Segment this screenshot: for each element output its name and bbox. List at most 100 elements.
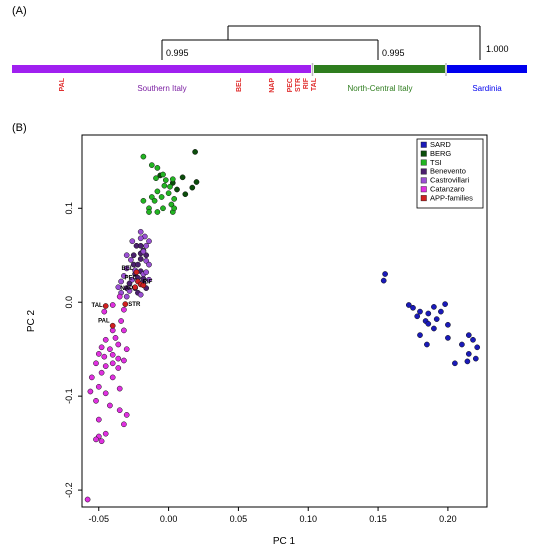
point-tsi xyxy=(160,205,166,212)
x-axis: -0.05 0.00 0.05 0.10 0.15 0.20 xyxy=(89,507,457,524)
band-label-north-central-italy: North-Central Italy xyxy=(348,84,413,93)
point-sard xyxy=(470,336,476,343)
point-tsi xyxy=(148,162,155,168)
point-tsi xyxy=(140,197,147,204)
point-catanzaro xyxy=(109,374,116,381)
band-label-sardinia: Sardinia xyxy=(472,84,502,93)
point-catanzaro xyxy=(109,302,116,308)
legend-swatch-castrovillari xyxy=(420,177,427,184)
family-label-pec: PEC xyxy=(287,78,294,92)
family-label-rif: RIF xyxy=(303,77,310,89)
point-tsi xyxy=(154,209,161,215)
point-catanzaro xyxy=(93,397,99,404)
point-tsi xyxy=(162,177,169,183)
family-label-tal: TAL xyxy=(311,77,318,91)
point-berg xyxy=(189,184,196,191)
legend-swatch-app-families xyxy=(420,195,427,202)
plot-frame xyxy=(81,134,488,508)
series-castrovillari xyxy=(115,228,152,300)
legend: SARDBERGTSIBeneventoCastrovillariCatanza… xyxy=(416,138,484,209)
point-tsi xyxy=(151,197,158,204)
family-label-pal: PAL xyxy=(59,77,66,91)
legend-swatch-benevento xyxy=(420,168,427,175)
point-catanzaro xyxy=(98,369,105,376)
point-sard xyxy=(433,316,440,322)
point-sard xyxy=(410,304,416,311)
point-sard xyxy=(431,304,437,310)
band-sardinia xyxy=(447,65,527,73)
point-tsi xyxy=(168,201,175,208)
family-label-bel: BEL xyxy=(236,77,243,92)
dendrogram-tree xyxy=(161,25,481,60)
point-sard xyxy=(431,325,437,332)
legend-label-benevento: Benevento xyxy=(430,167,466,176)
point-catanzaro xyxy=(95,383,102,390)
point-sard xyxy=(380,277,387,284)
x-tick-label: 0.10 xyxy=(299,514,317,524)
support-value-node-1: 0.995 xyxy=(166,48,189,58)
point-catanzaro xyxy=(115,365,122,371)
point-benevento xyxy=(135,261,141,268)
point-tsi xyxy=(146,209,152,215)
band-north-central-italy xyxy=(314,65,445,73)
legend-swatch-sard xyxy=(420,141,427,148)
point-castrovillari xyxy=(123,293,130,300)
support-value-node-3: 1.000 xyxy=(486,44,509,54)
point-catanzaro xyxy=(107,346,113,353)
point-castrovillari xyxy=(146,276,152,283)
legend-label-castrovillari: Castrovillari xyxy=(430,176,470,185)
point-berg xyxy=(193,179,200,185)
point-castrovillari xyxy=(146,238,152,245)
point-app-families xyxy=(133,269,140,276)
annotation-pec: PEC xyxy=(125,276,138,282)
point-castrovillari xyxy=(123,265,130,272)
point-sard xyxy=(425,320,432,327)
point-catanzaro xyxy=(116,385,123,392)
y-tick-label: -0.2 xyxy=(64,482,74,498)
annotation-pal: PAL xyxy=(98,319,110,325)
point-catanzaro xyxy=(93,436,99,443)
point-castrovillari xyxy=(137,235,144,242)
legend-label-tsi: TSI xyxy=(430,158,442,167)
point-catanzaro xyxy=(102,363,109,369)
x-tick-label: -0.05 xyxy=(89,514,110,524)
point-catanzaro xyxy=(101,308,108,315)
point-tsi xyxy=(165,190,172,197)
point-sard xyxy=(442,301,448,307)
point-tsi xyxy=(167,183,173,190)
legend-label-berg: BERG xyxy=(430,149,451,158)
point-castrovillari xyxy=(137,228,144,235)
point-castrovillari xyxy=(126,288,133,294)
point-castrovillari xyxy=(143,242,150,249)
legend-swatch-catanzaro xyxy=(420,186,427,193)
series-tsi xyxy=(140,153,178,215)
panel-a-dendrogram: (A) 0.995 0.995 1.000 Southern Italy Nor… xyxy=(12,5,527,93)
point-app-families xyxy=(122,301,129,307)
point-sard xyxy=(405,302,412,308)
point-castrovillari xyxy=(129,238,136,245)
point-catanzaro xyxy=(98,438,105,445)
y-tick-label: 0.1 xyxy=(64,202,74,215)
point-castrovillari xyxy=(118,278,124,285)
point-berg xyxy=(179,174,186,181)
y-tick-label: 0.0 xyxy=(64,296,74,309)
annotation-nap: NAP xyxy=(120,286,133,292)
point-sard xyxy=(425,310,432,317)
series-app-families xyxy=(102,269,147,329)
panel-b-pca: (B) -0.05 0.00 0.05 0.10 0.15 0.20 -0.2 -0.1 0.… xyxy=(12,122,488,547)
point-catanzaro xyxy=(95,351,102,357)
legend-label-app-families: APP-families xyxy=(430,193,473,202)
point-app-families xyxy=(132,284,138,291)
point-castrovillari xyxy=(129,276,136,283)
support-value-node-2: 0.995 xyxy=(382,48,405,58)
point-catanzaro xyxy=(102,430,109,437)
point-sard xyxy=(452,360,458,367)
point-sard xyxy=(417,308,423,315)
legend-swatch-berg xyxy=(420,150,427,157)
annotation-rif: RIF xyxy=(143,279,153,285)
legend-label-sard: SARD xyxy=(430,140,451,149)
point-app-families xyxy=(102,303,109,309)
point-catanzaro xyxy=(121,306,127,313)
point-castrovillari xyxy=(123,252,130,259)
